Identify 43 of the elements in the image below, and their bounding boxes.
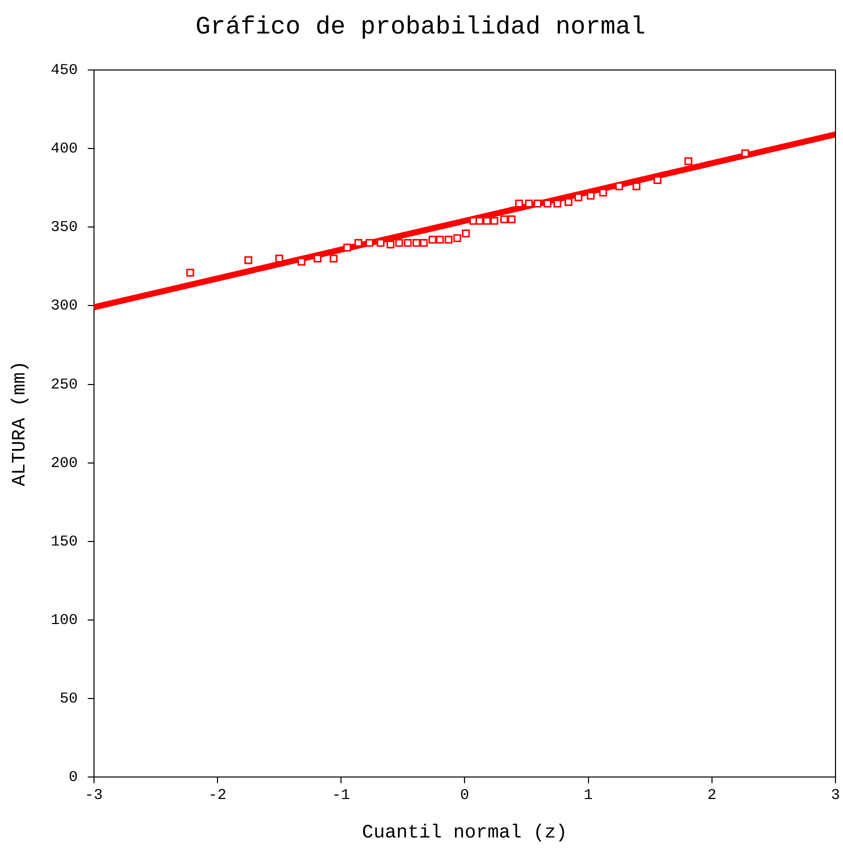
point [684,157,692,166]
y-axis-title: ALTURA (mm) [8,360,30,486]
point [453,234,462,242]
point [412,238,420,247]
x-tick-label: -2 [208,787,226,804]
point [330,254,338,263]
y-tick-label: 150 [50,533,78,550]
y-tick-label: 450 [50,62,78,79]
point [564,198,572,206]
point [436,236,444,244]
point [428,236,436,244]
point [444,236,453,244]
y-tick-label: 200 [50,454,78,472]
y-tick-label: 0 [68,769,78,786]
y-tick-label: 50 [60,690,78,708]
point [534,200,542,208]
y-tick-label: 350 [50,219,78,236]
point [343,244,352,252]
x-tick-label: -1 [332,787,350,804]
x-tick-label: 1 [584,787,593,804]
point [395,238,404,247]
point [632,182,640,190]
y-tick-label: 400 [50,140,78,158]
point [366,238,374,247]
x-tick-label: -3 [84,787,103,804]
y-tick-label: 250 [50,376,78,394]
y-tick-label: 100 [50,612,78,630]
x-tick-label: 2 [707,787,716,804]
point [275,254,284,263]
point [404,238,412,247]
point [244,256,252,264]
point [386,240,394,248]
x-tick-label: 0 [460,787,470,804]
point [615,182,624,190]
chart-title: Gráfico de probabilidad normal [195,12,646,42]
point [490,216,498,225]
point [462,230,470,238]
y-tick-label: 300 [50,298,78,315]
point [186,268,194,277]
point [508,215,516,224]
x-axis-title: Cuantil normal (z) [362,822,568,844]
point [420,238,428,247]
x-tick-label: 3 [830,787,840,804]
